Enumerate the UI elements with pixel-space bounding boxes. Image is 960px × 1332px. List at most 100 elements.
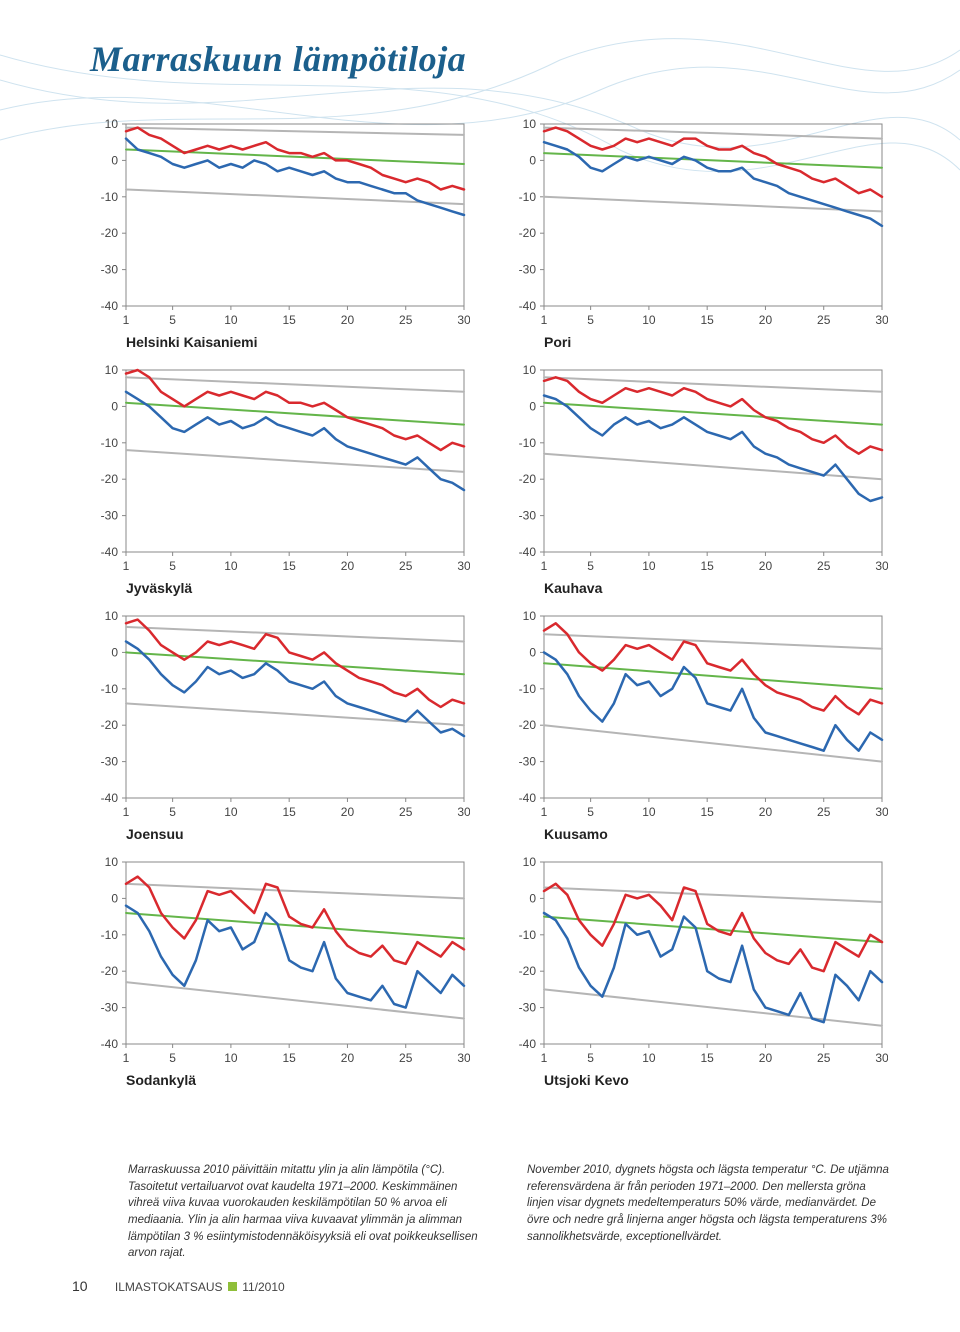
svg-text:10: 10: [642, 559, 656, 573]
svg-text:10: 10: [105, 856, 119, 869]
svg-text:10: 10: [523, 364, 537, 377]
svg-text:-30: -30: [519, 263, 537, 277]
svg-text:1: 1: [123, 1051, 130, 1065]
svg-text:-20: -20: [519, 472, 537, 486]
svg-text:-10: -10: [519, 190, 537, 204]
svg-text:0: 0: [111, 645, 118, 659]
svg-text:-30: -30: [101, 509, 119, 523]
svg-text:0: 0: [529, 891, 536, 905]
svg-text:10: 10: [523, 610, 537, 623]
svg-text:10: 10: [642, 1051, 656, 1065]
svg-text:0: 0: [529, 153, 536, 167]
svg-text:20: 20: [759, 559, 773, 573]
svg-text:20: 20: [759, 805, 773, 819]
svg-text:10: 10: [224, 313, 238, 327]
svg-text:10: 10: [224, 559, 238, 573]
svg-text:25: 25: [817, 559, 831, 573]
svg-text:-30: -30: [519, 755, 537, 769]
svg-text:-20: -20: [519, 964, 537, 978]
svg-text:25: 25: [817, 1051, 831, 1065]
svg-text:10: 10: [105, 364, 119, 377]
chart-joensuu: 100-10-20-30-40151015202530Joensuu: [90, 610, 472, 842]
svg-text:-10: -10: [519, 436, 537, 450]
svg-text:5: 5: [587, 559, 594, 573]
square-icon: [228, 1282, 237, 1291]
svg-text:10: 10: [224, 1051, 238, 1065]
svg-text:5: 5: [587, 313, 594, 327]
svg-text:-10: -10: [101, 682, 119, 696]
svg-text:-40: -40: [519, 791, 537, 805]
chart-label: Utsjoki Kevo: [544, 1072, 890, 1088]
chart-kauhava: 100-10-20-30-40151015202530Kauhava: [508, 364, 890, 596]
svg-text:-10: -10: [101, 190, 119, 204]
svg-text:0: 0: [529, 645, 536, 659]
svg-text:10: 10: [224, 805, 238, 819]
chart-svg: 100-10-20-30-40151015202530: [508, 118, 888, 330]
chart-label: Jyväskylä: [126, 580, 472, 596]
svg-text:-30: -30: [101, 755, 119, 769]
svg-text:-20: -20: [101, 472, 119, 486]
svg-text:15: 15: [700, 1051, 714, 1065]
svg-text:30: 30: [457, 559, 470, 573]
chart-label: Helsinki Kaisaniemi: [126, 334, 472, 350]
chart-jyväskylä: 100-10-20-30-40151015202530Jyväskylä: [90, 364, 472, 596]
svg-text:10: 10: [523, 856, 537, 869]
svg-text:-40: -40: [101, 791, 119, 805]
chart-svg: 100-10-20-30-40151015202530: [90, 118, 470, 330]
svg-text:25: 25: [399, 805, 413, 819]
svg-text:20: 20: [759, 1051, 773, 1065]
svg-text:10: 10: [642, 805, 656, 819]
captions: Marraskuussa 2010 päivittäin mitattu yli…: [128, 1162, 890, 1262]
svg-text:0: 0: [529, 399, 536, 413]
chart-svg: 100-10-20-30-40151015202530: [90, 856, 470, 1068]
svg-text:5: 5: [587, 1051, 594, 1065]
svg-text:-30: -30: [519, 1001, 537, 1015]
svg-text:1: 1: [123, 805, 130, 819]
svg-text:30: 30: [457, 805, 470, 819]
svg-text:30: 30: [875, 313, 888, 327]
svg-text:15: 15: [282, 559, 296, 573]
svg-text:30: 30: [457, 313, 470, 327]
svg-text:5: 5: [169, 559, 176, 573]
svg-text:10: 10: [105, 610, 119, 623]
svg-text:15: 15: [282, 1051, 296, 1065]
svg-text:20: 20: [759, 313, 773, 327]
svg-text:20: 20: [341, 559, 355, 573]
svg-text:-30: -30: [101, 263, 119, 277]
svg-text:-20: -20: [101, 226, 119, 240]
magazine-name: ILMASTOKATSAUS: [115, 1280, 223, 1294]
svg-text:-40: -40: [519, 299, 537, 313]
svg-text:-20: -20: [101, 964, 119, 978]
svg-text:5: 5: [169, 805, 176, 819]
svg-text:5: 5: [587, 805, 594, 819]
svg-text:10: 10: [523, 118, 537, 131]
page-title: Marraskuun lämpötiloja: [90, 38, 466, 80]
svg-text:-10: -10: [519, 682, 537, 696]
chart-svg: 100-10-20-30-40151015202530: [508, 856, 888, 1068]
svg-text:1: 1: [541, 805, 548, 819]
svg-text:15: 15: [700, 559, 714, 573]
chart-label: Kauhava: [544, 580, 890, 596]
chart-kuusamo: 100-10-20-30-40151015202530Kuusamo: [508, 610, 890, 842]
svg-text:20: 20: [341, 805, 355, 819]
svg-text:0: 0: [111, 891, 118, 905]
chart-pori: 100-10-20-30-40151015202530Pori: [508, 118, 890, 350]
svg-text:30: 30: [457, 1051, 470, 1065]
svg-text:30: 30: [875, 805, 888, 819]
chart-utsjoki-kevo: 100-10-20-30-40151015202530Utsjoki Kevo: [508, 856, 890, 1088]
svg-text:-30: -30: [101, 1001, 119, 1015]
chart-label: Sodankylä: [126, 1072, 472, 1088]
svg-text:1: 1: [123, 313, 130, 327]
caption-sv: November 2010, dygnets högsta och lägsta…: [527, 1162, 890, 1262]
caption-fi: Marraskuussa 2010 päivittäin mitattu yli…: [128, 1162, 491, 1262]
svg-text:10: 10: [105, 118, 119, 131]
svg-text:-20: -20: [519, 226, 537, 240]
svg-text:-10: -10: [519, 928, 537, 942]
chart-svg: 100-10-20-30-40151015202530: [508, 610, 888, 822]
charts-grid: 100-10-20-30-40151015202530Helsinki Kais…: [90, 118, 890, 1088]
svg-text:5: 5: [169, 313, 176, 327]
svg-text:-30: -30: [519, 509, 537, 523]
svg-text:-10: -10: [101, 928, 119, 942]
svg-text:10: 10: [642, 313, 656, 327]
svg-text:25: 25: [817, 805, 831, 819]
